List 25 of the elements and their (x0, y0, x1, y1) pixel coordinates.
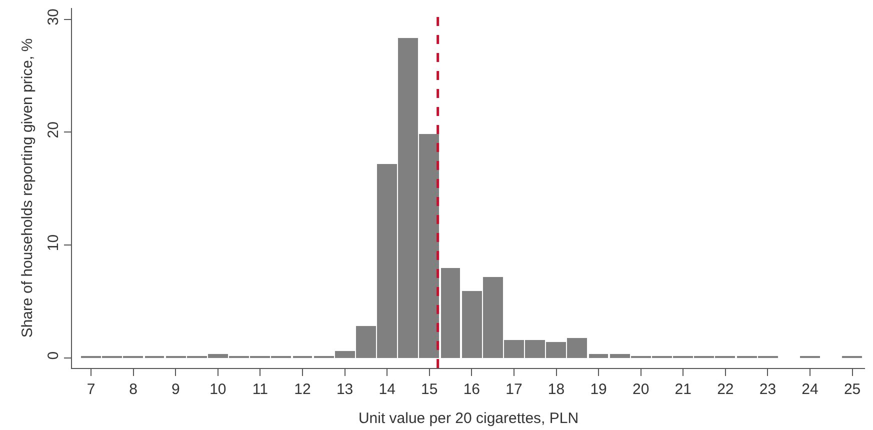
y-tick-label: 20 (45, 122, 62, 138)
x-tick-label: 18 (548, 381, 565, 398)
x-tick-label: 25 (844, 381, 861, 398)
x-tick-label: 19 (590, 381, 607, 398)
x-tick-label: 22 (717, 381, 734, 398)
x-tick-label: 7 (86, 381, 96, 398)
x-tick-label: 17 (506, 381, 522, 398)
x-tick-label: 24 (802, 381, 818, 398)
x-tick-label: 10 (210, 381, 226, 398)
y-tick-label: 10 (45, 234, 62, 252)
x-tick-label: 8 (129, 381, 138, 398)
x-tick-label: 23 (759, 381, 776, 398)
x-tick-label: 12 (294, 381, 311, 398)
x-tick-label: 14 (378, 381, 396, 398)
x-tick-label: 13 (336, 381, 354, 398)
x-tick-label: 21 (674, 381, 692, 398)
x-tick-label: 15 (421, 381, 438, 398)
x-tick-label: 20 (632, 381, 650, 398)
x-tick-label: 11 (252, 381, 268, 398)
x-tick-label: 9 (171, 381, 180, 398)
y-tick-label: 30 (45, 8, 62, 26)
y-tick-label: 0 (45, 351, 62, 360)
x-tick-label: 16 (463, 381, 480, 398)
y-axis-title: Share of households reporting given price, % (19, 38, 36, 338)
x-axis-title: Unit value per 20 cigarettes, PLN (358, 410, 579, 427)
